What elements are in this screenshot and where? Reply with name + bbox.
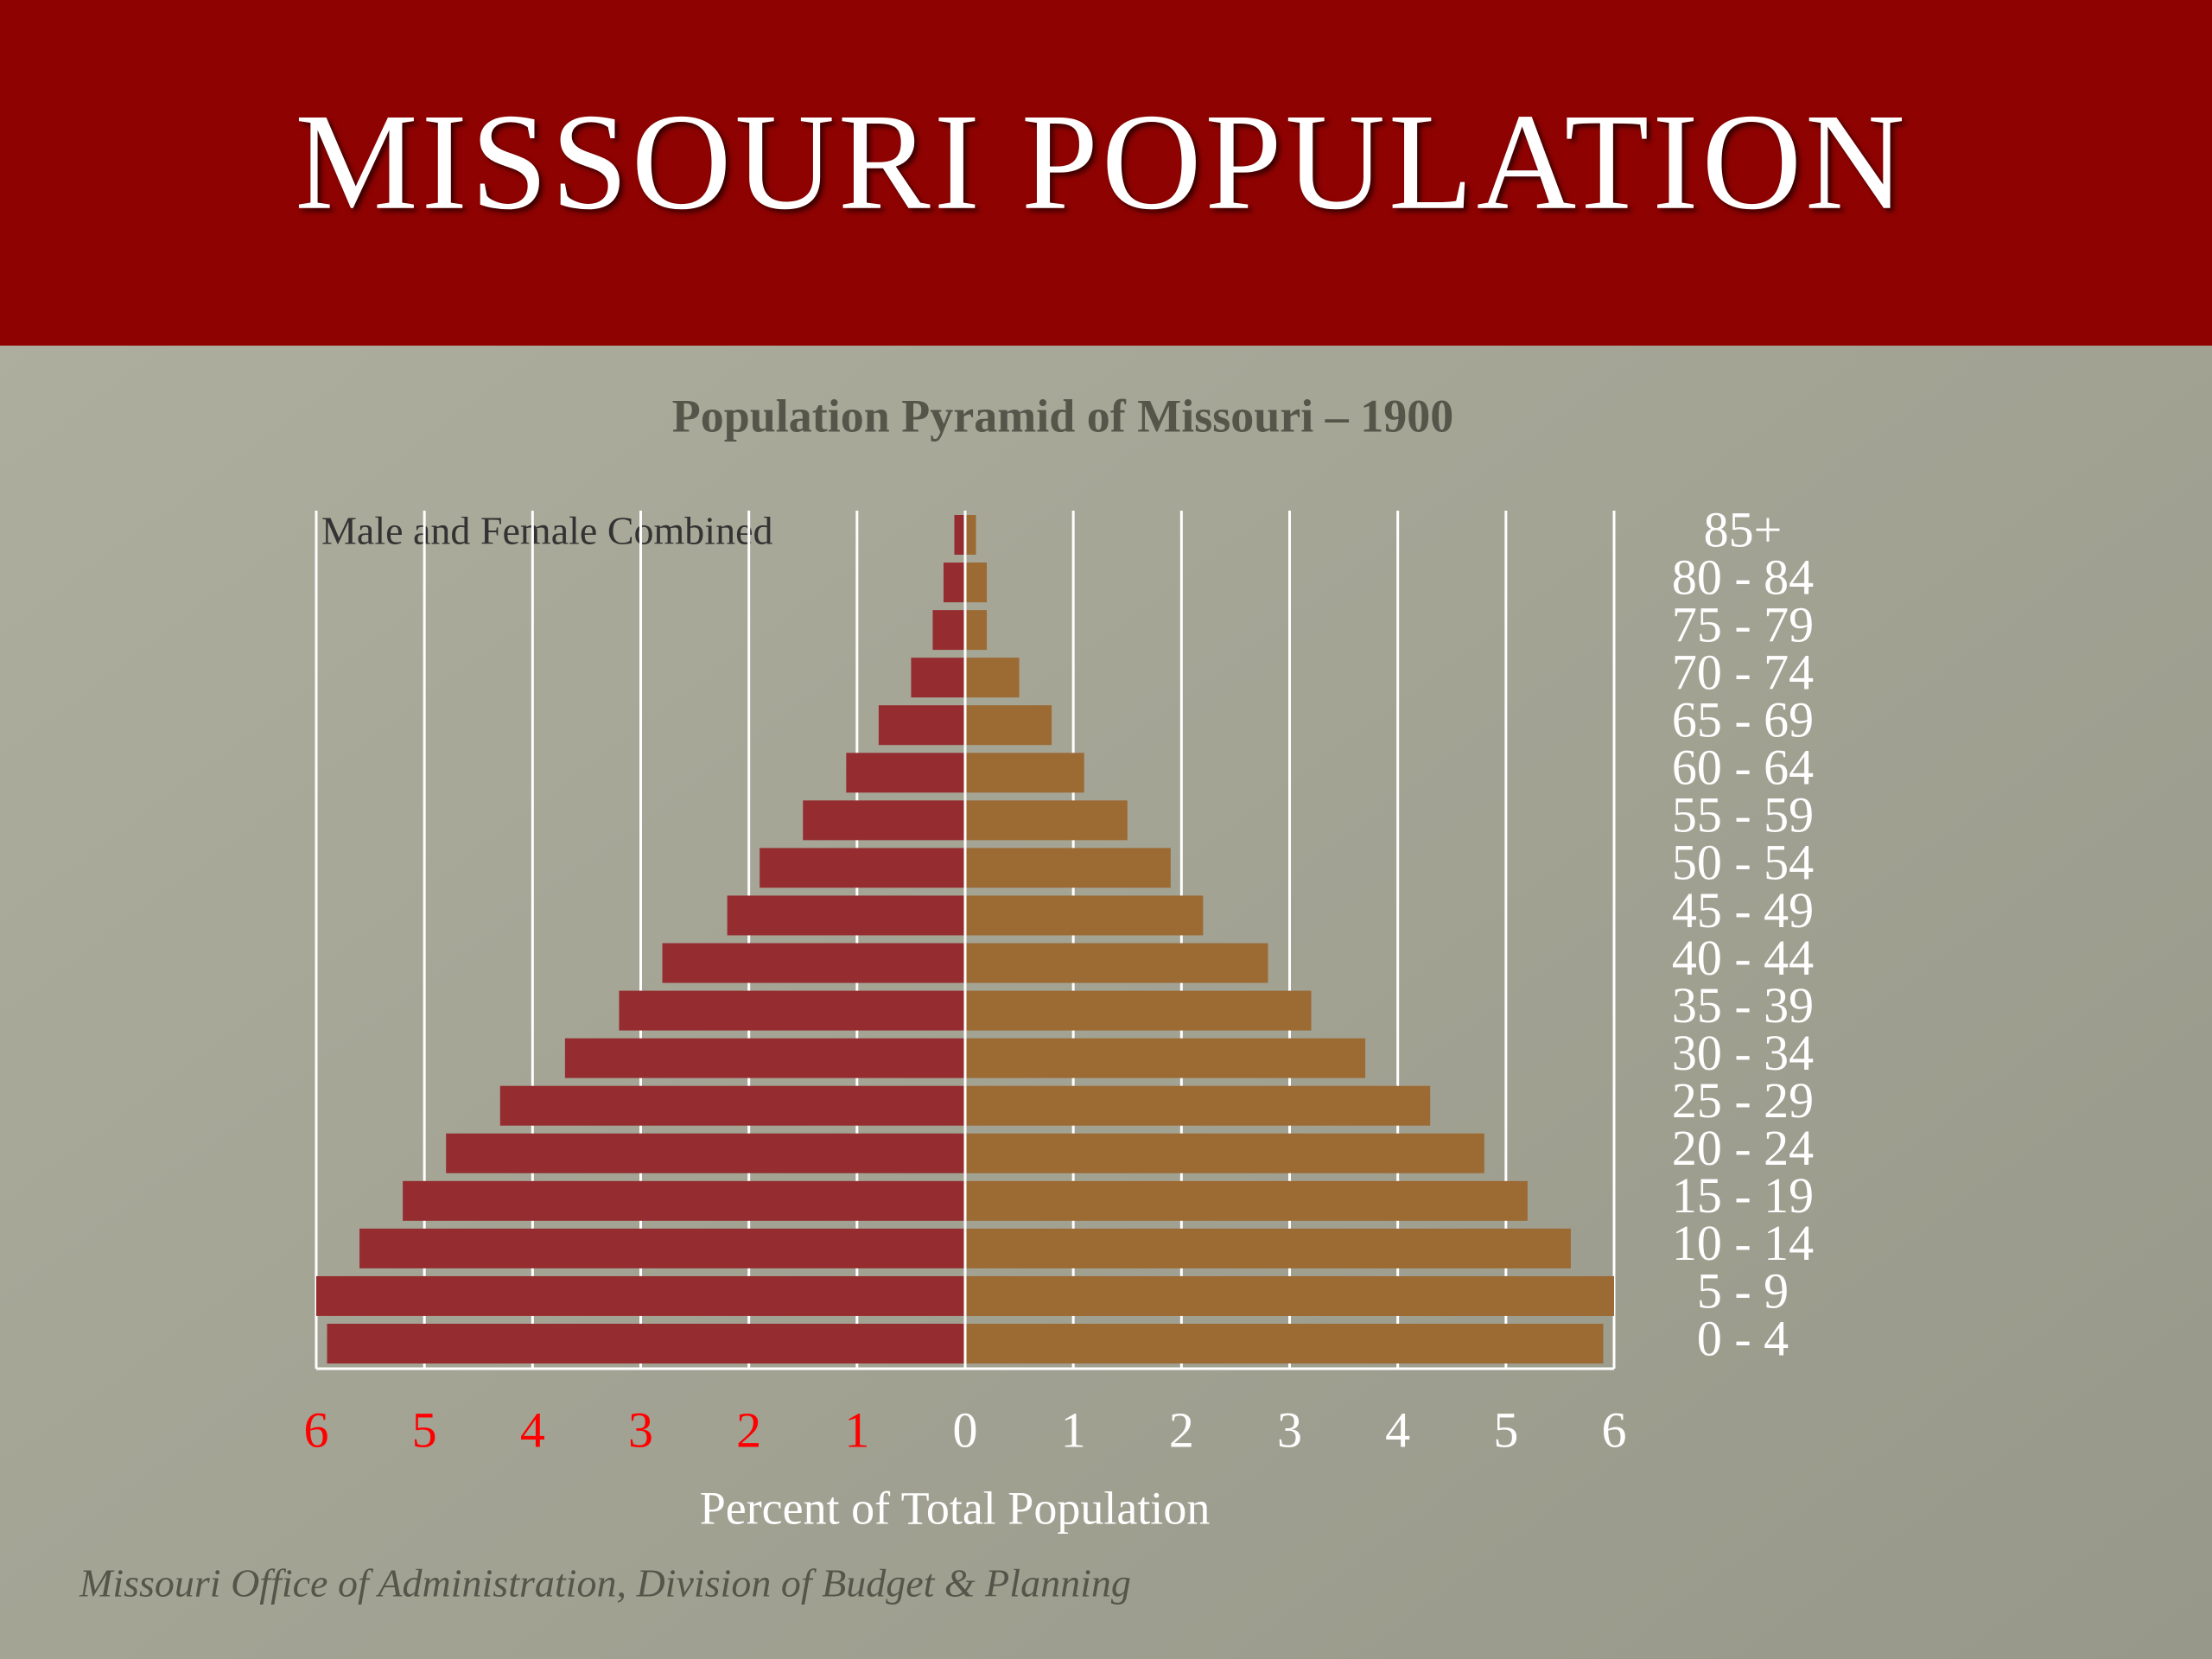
y-tick-label: 50 - 54 [1672,835,1814,891]
y-tick-label: 10 - 14 [1672,1215,1814,1271]
bar [943,563,965,603]
source: Missouri Office of Administration, Divis… [79,1561,1131,1605]
bar [846,753,965,793]
y-tick-label: 25 - 29 [1672,1072,1814,1128]
bar [803,800,965,841]
chart-title: Population Pyramid of Missouri – 1900 [672,390,1454,442]
x-tick-label: 1 [1061,1402,1086,1458]
bar [965,848,1171,888]
y-tick-label: 30 - 34 [1672,1025,1814,1081]
y-tick-label: 85+ [1704,501,1783,557]
y-tick-label: 40 - 44 [1672,930,1814,986]
bar [564,1038,965,1078]
y-tick-label: 80 - 84 [1672,549,1814,605]
bar [965,1133,1484,1173]
x-tick-label: 0 [953,1402,978,1458]
bar [965,705,1052,746]
y-tick-label: 0 - 4 [1697,1310,1789,1366]
x-tick-label: 4 [1385,1402,1410,1458]
y-tick-label: 70 - 74 [1672,644,1814,700]
y-tick-label: 5 - 9 [1697,1262,1789,1319]
bar [954,515,965,555]
y-tick-label: 20 - 24 [1672,1120,1814,1176]
bar [327,1324,965,1363]
bar [932,610,965,651]
y-tick-label: 60 - 64 [1672,740,1814,796]
bar [965,515,976,555]
bar [965,943,1268,983]
bar [316,1275,965,1316]
x-tick-label: 2 [1169,1402,1194,1458]
y-tick-label: 65 - 69 [1672,692,1814,748]
x-tick-label: 3 [628,1402,653,1458]
bar [965,610,988,651]
x-tick-label: 6 [1602,1402,1627,1458]
bar [878,705,965,746]
bar [965,800,1128,841]
bar [727,895,965,936]
bar [662,943,965,983]
bar [359,1228,966,1268]
x-tick-label: 1 [844,1402,869,1458]
y-tick-label: 15 - 19 [1672,1167,1814,1224]
bar [965,895,1204,936]
bar [760,848,965,888]
y-tick-label: 75 - 79 [1672,596,1814,652]
bar [965,658,1020,698]
bar [499,1085,965,1126]
x-tick-label: 6 [304,1402,329,1458]
bar [965,563,988,603]
bar [965,1275,1614,1316]
bar [965,990,1312,1031]
header-band [0,0,2212,346]
y-tick-label: 35 - 39 [1672,977,1814,1033]
bar [965,1324,1604,1363]
bar [446,1133,965,1173]
bar [965,1228,1571,1268]
bar [911,658,965,698]
bar [965,1180,1528,1221]
bar [965,1038,1366,1078]
bar [965,753,1084,793]
bar [619,990,965,1031]
x-tick-label: 3 [1277,1402,1302,1458]
bar [403,1180,966,1221]
x-axis-label: Percent of Total Population [700,1482,1211,1534]
y-tick-label: 45 - 49 [1672,882,1814,938]
x-tick-label: 2 [736,1402,761,1458]
y-tick-label: 55 - 59 [1672,787,1814,843]
x-tick-label: 4 [520,1402,545,1458]
x-tick-label: 5 [412,1402,437,1458]
annotation: Male and Female Combined [321,509,773,553]
bar [965,1085,1431,1126]
slide-title: MISSOURI POPULATION [295,85,1908,238]
x-tick-label: 5 [1493,1402,1518,1458]
